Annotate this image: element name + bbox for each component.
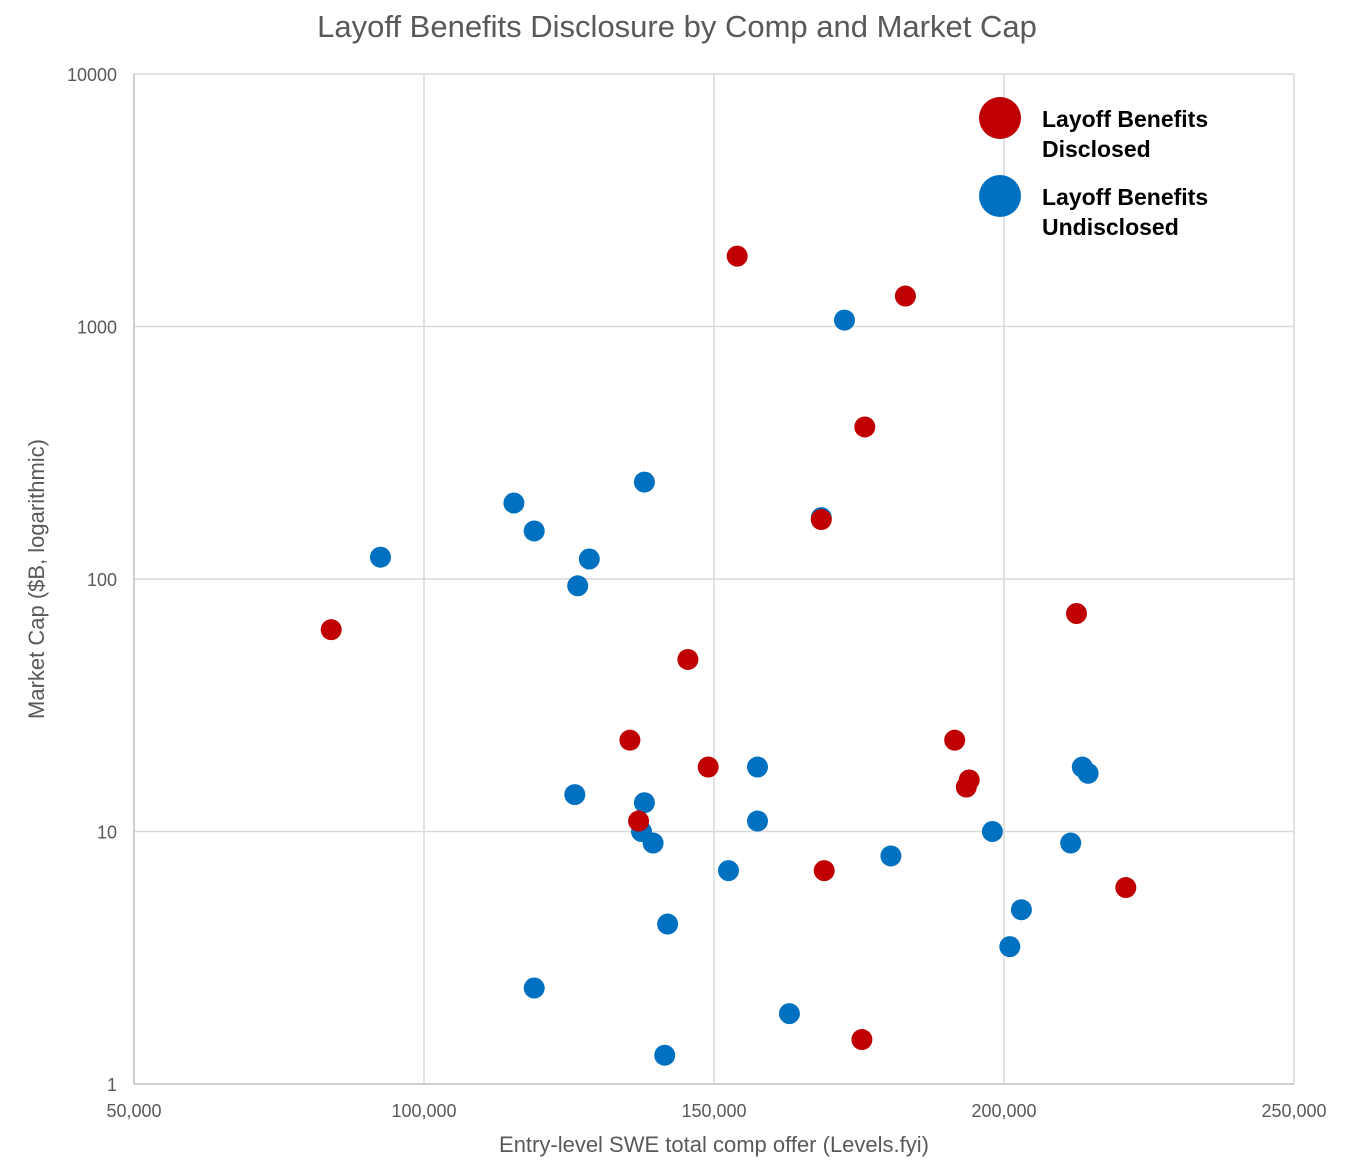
legend-label: Layoff Benefits xyxy=(1042,184,1208,210)
point-layoff-benefits-disclosed xyxy=(726,245,748,267)
point-layoff-benefits-disclosed xyxy=(628,810,650,832)
y-tick-label: 1000 xyxy=(77,318,117,338)
point-layoff-benefits-undisclosed xyxy=(370,546,391,568)
point-layoff-benefits-undisclosed xyxy=(834,309,855,331)
point-layoff-benefits-undisclosed xyxy=(657,913,679,935)
legend-marker xyxy=(979,175,1021,217)
legend-label: Undisclosed xyxy=(1042,214,1179,240)
point-layoff-benefits-undisclosed xyxy=(633,471,655,493)
point-layoff-benefits-undisclosed xyxy=(564,784,586,806)
point-layoff-benefits-undisclosed xyxy=(747,756,768,778)
x-tick-label: 100,000 xyxy=(391,1101,456,1121)
point-layoff-benefits-disclosed xyxy=(810,509,832,531)
point-layoff-benefits-disclosed xyxy=(1115,877,1137,899)
point-layoff-benefits-disclosed xyxy=(697,756,719,778)
point-layoff-benefits-undisclosed xyxy=(981,821,1003,842)
legend-label: Disclosed xyxy=(1042,136,1151,162)
chart-title: Layoff Benefits Disclosure by Comp and M… xyxy=(317,9,1037,44)
y-tick-label: 10 xyxy=(97,823,117,843)
point-layoff-benefits-undisclosed xyxy=(578,548,600,570)
point-layoff-benefits-undisclosed xyxy=(642,832,664,854)
point-layoff-benefits-undisclosed xyxy=(567,575,589,597)
x-tick-label: 200,000 xyxy=(971,1101,1036,1121)
y-tick-label: 100 xyxy=(87,570,117,590)
point-layoff-benefits-disclosed xyxy=(944,729,966,751)
axis-layer: 50,000 100,000 150,000 200,000 250,000 1 10 100… xyxy=(67,65,1327,1121)
legend-marker xyxy=(979,97,1021,139)
x-tick-label: 250,000 xyxy=(1261,1101,1326,1121)
point-layoff-benefits-disclosed xyxy=(619,729,641,751)
point-layoff-benefits-undisclosed xyxy=(633,792,655,814)
x-tick-label: 50,000 xyxy=(106,1101,161,1121)
grid-layer xyxy=(134,73,1295,1084)
point-layoff-benefits-disclosed xyxy=(955,776,977,798)
y-tick-label: 1 xyxy=(107,1075,117,1095)
x-tick-label: 150,000 xyxy=(681,1101,746,1121)
points-layer xyxy=(320,245,1137,1066)
point-layoff-benefits-undisclosed xyxy=(1060,832,1082,854)
point-layoff-benefits-undisclosed xyxy=(654,1044,676,1066)
point-layoff-benefits-undisclosed xyxy=(1010,899,1032,921)
point-layoff-benefits-disclosed xyxy=(1066,603,1087,625)
point-layoff-benefits-undisclosed xyxy=(523,977,545,999)
point-layoff-benefits-disclosed xyxy=(894,285,916,307)
point-layoff-benefits-undisclosed xyxy=(718,860,739,882)
point-layoff-benefits-undisclosed xyxy=(503,492,525,514)
point-layoff-benefits-disclosed xyxy=(677,648,699,670)
x-axis-title: Entry-level SWE total comp offer (Levels… xyxy=(499,1132,929,1157)
legend-label: Layoff Benefits xyxy=(1042,106,1208,132)
legend: Layoff Benefits Disclosed Layoff Benefits U… xyxy=(979,97,1208,240)
y-axis-title: Market Cap ($B, logarithmic) xyxy=(24,439,49,719)
point-layoff-benefits-undisclosed xyxy=(880,845,902,867)
point-layoff-benefits-undisclosed xyxy=(999,936,1021,958)
point-layoff-benefits-undisclosed xyxy=(1077,762,1099,784)
point-layoff-benefits-disclosed xyxy=(320,619,342,641)
y-tick-label: 10000 xyxy=(67,65,117,85)
point-layoff-benefits-undisclosed xyxy=(747,810,768,832)
point-layoff-benefits-disclosed xyxy=(851,1029,873,1051)
point-layoff-benefits-undisclosed xyxy=(778,1003,800,1025)
point-layoff-benefits-disclosed xyxy=(854,416,876,438)
point-layoff-benefits-disclosed xyxy=(813,860,835,882)
point-layoff-benefits-undisclosed xyxy=(523,520,545,542)
